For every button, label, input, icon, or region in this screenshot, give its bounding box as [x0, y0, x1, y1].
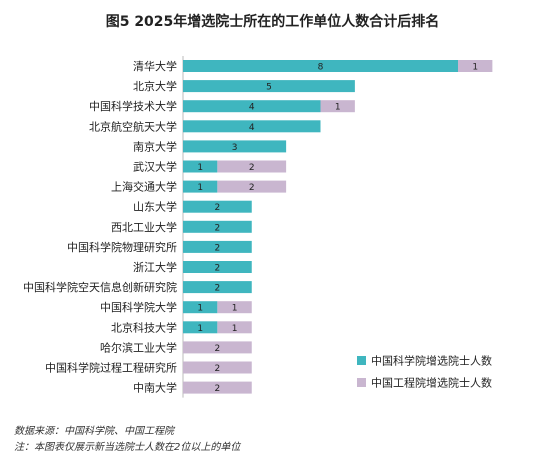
bar-segment: [183, 361, 252, 374]
legend-label: 中国科学院增选院士人数: [371, 354, 492, 368]
data-label: 1: [472, 63, 478, 73]
category-label: 中国科学院大学: [100, 300, 177, 314]
bars: 8 1 5 4 1 4 3 1 2 1 2 2 2 2 2 2 1 1 1 1 2 2 2: [183, 60, 493, 394]
data-label: 2: [215, 223, 221, 233]
data-label: 2: [215, 384, 221, 394]
bar-segment: [217, 180, 287, 193]
chart-title: 图5 2025年增选院士所在的工作单位人数合计后排名: [105, 14, 440, 30]
data-label: 2: [215, 284, 221, 294]
data-label: 1: [335, 103, 341, 113]
data-label: 2: [215, 344, 221, 354]
bar-segment: [183, 80, 355, 93]
bar-segment: [183, 180, 218, 193]
legend-label: 中国工程院增选院士人数: [371, 376, 492, 390]
data-label: 2: [215, 264, 221, 274]
bar-segment: [183, 120, 321, 133]
category-label: 哈尔滨工业大学: [100, 340, 177, 354]
bar-segment: [217, 301, 252, 314]
bar-segment: [183, 341, 252, 354]
bar-segment: [183, 60, 458, 72]
category-label: 山东大学: [133, 200, 177, 214]
bar-segment: [183, 381, 252, 394]
category-label: 北京大学: [133, 79, 177, 93]
data-label: 1: [232, 324, 238, 334]
data-label: 1: [197, 304, 203, 314]
category-label: 中国科学院过程工程研究所: [45, 361, 177, 375]
y-axis: 清华大学北京大学中国科学技术大学北京航空航天大学南京大学武汉大学上海交通大学山东…: [23, 55, 184, 398]
category-label: 中南大学: [133, 381, 177, 395]
category-label: 南京大学: [133, 139, 177, 153]
category-label: 西北工业大学: [111, 220, 177, 234]
bar-segment: [183, 281, 252, 294]
category-label: 北京科技大学: [111, 320, 177, 334]
bar-segment: [183, 220, 252, 233]
data-label: 5: [266, 83, 272, 93]
bar-segment: [183, 301, 218, 314]
data-label: 2: [249, 183, 255, 193]
bar-segment: [183, 140, 287, 153]
data-label: 3: [232, 143, 238, 153]
bar-segment: [217, 321, 252, 334]
category-label: 武汉大学: [133, 160, 177, 174]
data-label: 2: [215, 203, 221, 213]
category-label: 上海交通大学: [111, 180, 177, 194]
bar-segment: [183, 200, 252, 213]
data-label: 4: [249, 103, 255, 113]
category-label: 中国科学院物理研究所: [67, 240, 177, 254]
data-label: 1: [197, 324, 203, 334]
legend-swatch: [357, 378, 366, 387]
legend-swatch: [357, 356, 366, 365]
bar-segment: [183, 321, 218, 334]
footnote: 注：本图表仅展示新当选院士人数在2位以上的单位: [14, 442, 241, 453]
data-label: 1: [232, 304, 238, 314]
bar-segment: [217, 160, 287, 173]
data-label: 2: [215, 243, 221, 253]
data-label: 1: [197, 183, 203, 193]
category-label: 浙江大学: [133, 260, 177, 274]
data-label: 2: [249, 163, 255, 173]
category-label: 北京航空航天大学: [89, 119, 177, 133]
data-label: 4: [249, 123, 255, 133]
source-note: 数据来源：中国科学院、中国工程院: [14, 426, 174, 437]
category-label: 清华大学: [133, 59, 177, 73]
category-label: 中国科学院空天信息创新研究院: [23, 280, 177, 294]
data-label: 1: [197, 163, 203, 173]
bar-segment: [183, 261, 252, 273]
bar-segment: [183, 100, 321, 113]
bar-segment: [183, 240, 252, 253]
bar-segment: [458, 60, 493, 72]
data-label: 2: [215, 364, 221, 374]
bar-segment: [183, 160, 218, 173]
data-label: 8: [318, 63, 324, 73]
category-label: 中国科学技术大学: [89, 99, 177, 113]
bar-segment: [320, 100, 355, 113]
